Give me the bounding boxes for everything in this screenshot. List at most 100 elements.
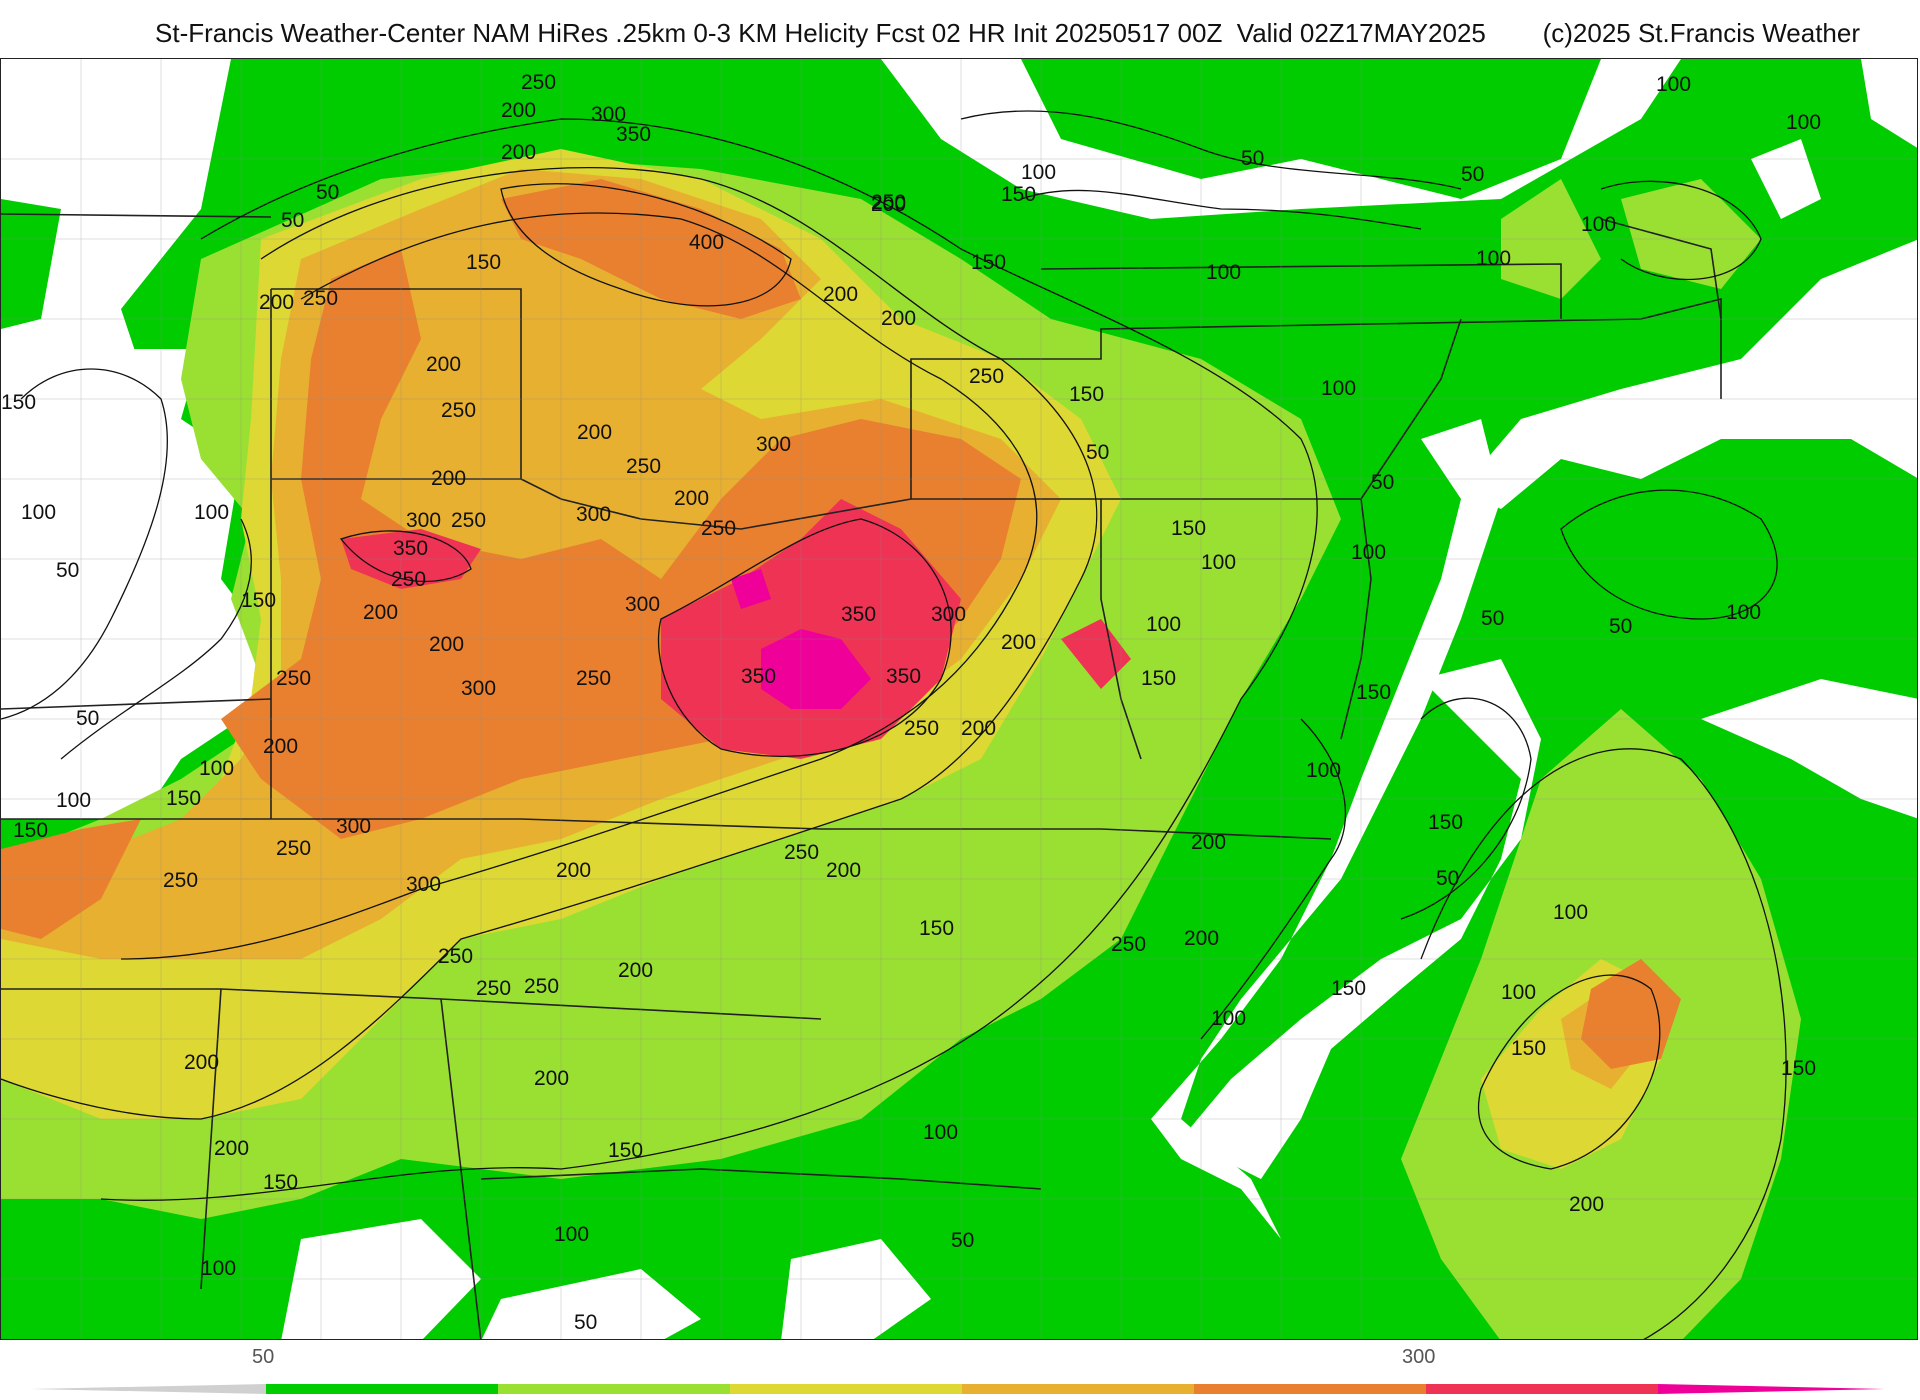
contour-label: 50 (56, 559, 79, 582)
contour-label: 250 (969, 365, 1004, 388)
contour-label: 200 (961, 717, 996, 740)
contour-label: 200 (823, 283, 858, 306)
county-lines (1, 59, 1917, 1339)
contour-label: 100 (201, 1257, 236, 1280)
contour-label: 250 (1111, 933, 1146, 956)
contour-label: 50 (574, 1311, 597, 1334)
contour-label: 150 (1001, 183, 1036, 206)
contour-label: 150 (1511, 1037, 1546, 1060)
contour-label: 250 (576, 667, 611, 690)
contour-label: 100 (56, 789, 91, 812)
contour-label: 150 (1781, 1057, 1816, 1080)
contour-label: 100 (1726, 601, 1761, 624)
contour-label: 100 (1146, 613, 1181, 636)
contour-label: 50 (1086, 441, 1109, 464)
contour-label: 200 (577, 421, 612, 444)
contour-label: 350 (886, 665, 921, 688)
contour-label: 250 (904, 717, 939, 740)
contour-label: 100 (1321, 377, 1356, 400)
contour-label: 250 (476, 977, 511, 1000)
contour-label: 200 (214, 1137, 249, 1160)
contour-label: 300 (406, 873, 441, 896)
contour-label: 250 (521, 71, 556, 94)
contour-label: 300 (625, 593, 660, 616)
state-boundaries (1, 213, 1722, 1339)
contour-label: 50 (1371, 471, 1394, 494)
contour-label: 350 (841, 603, 876, 626)
contour-label: 350 (393, 537, 428, 560)
contour-label: 150 (1171, 517, 1206, 540)
contour-label: 200 (826, 859, 861, 882)
contour-label: 50 (1609, 615, 1632, 638)
contour-label: 200 (501, 141, 536, 164)
contour-label: 200 (674, 487, 709, 510)
contour-label: 100 (1656, 73, 1691, 96)
legend-tick-label: 50 (252, 1346, 275, 1368)
helicity-band-400 (731, 569, 871, 709)
contour-label: 150 (1356, 681, 1391, 704)
contour-label: 250 (276, 667, 311, 690)
contour-label: 150 (1, 391, 36, 414)
contour-label: 150 (241, 589, 276, 612)
contour-label: 100 (1581, 213, 1616, 236)
contour-label: 250 (451, 509, 486, 532)
contour-labels: 250 200 300 350 200 50 50 400 200 250 10… (1, 71, 1821, 1334)
contour-label: 200 (618, 959, 653, 982)
contour-label: 200 (1191, 831, 1226, 854)
contour-label: 200 (1569, 1193, 1604, 1216)
contour-label: 200 (184, 1051, 219, 1074)
contour-label: 200 (263, 735, 298, 758)
contour-label: 300 (591, 103, 626, 126)
contour-label: 250 (441, 399, 476, 422)
contour-label: 200 (431, 467, 466, 490)
helicity-map[interactable]: 250 200 300 350 200 50 50 400 200 250 10… (0, 58, 1918, 1340)
contour-label: 50 (951, 1229, 974, 1252)
contour-label: 50 (1241, 147, 1264, 170)
contour-label: 100 (199, 757, 234, 780)
contour-label: 250 (784, 841, 819, 864)
contour-label: 350 (616, 123, 651, 146)
contour-label: 100 (1476, 247, 1511, 270)
colorbar-left-arrow (30, 1384, 266, 1394)
contour-label: 200 (556, 859, 591, 882)
contour-label: 100 (194, 501, 229, 524)
contour-label: 250 (303, 287, 338, 310)
contour-label: 250 (701, 517, 736, 540)
legend-tick-label: 300 (1402, 1346, 1436, 1368)
contour-label: 150 (13, 819, 48, 842)
contour-label: 100 (1351, 541, 1386, 564)
contour-label: 50 (76, 707, 99, 730)
contour-label: 150 (1141, 667, 1176, 690)
contour-label: 400 (689, 231, 724, 254)
contour-label: 250 (391, 568, 426, 591)
contour-label: 50 (281, 209, 304, 232)
map-svg: 250 200 300 350 200 50 50 400 200 250 10… (1, 59, 1917, 1339)
contour-label: 200 (501, 99, 536, 122)
contour-label: 100 (21, 501, 56, 524)
colorbar-segment (1194, 1384, 1426, 1394)
colorbar-right-arrow (1658, 1384, 1885, 1394)
contour-label: 150 (1331, 977, 1366, 1000)
contour-label: 300 (576, 503, 611, 526)
contour-label: 150 (1428, 811, 1463, 834)
contour-label: 300 (756, 433, 791, 456)
header: St-Francis Weather-Center NAM HiRes .25k… (0, 0, 1920, 58)
colorbar-segment (1426, 1384, 1658, 1394)
contour-label: 200 (363, 601, 398, 624)
contour-label: 200 (1001, 631, 1036, 654)
contour-label: 250 (163, 869, 198, 892)
contour-label: 100 (1211, 1007, 1246, 1030)
contour-label: 100 (554, 1223, 589, 1246)
contour-label: 150 (466, 251, 501, 274)
contour-label: 150 (608, 1139, 643, 1162)
contour-label: 100 (1306, 759, 1341, 782)
contour-label: 100 (1201, 551, 1236, 574)
contour-label: 250 (871, 191, 906, 214)
contour-label: 200 (871, 193, 906, 216)
map-title: St-Francis Weather-Center NAM HiRes .25k… (155, 18, 1486, 48)
contour-label: 200 (429, 633, 464, 656)
contour-label: 250 (524, 975, 559, 998)
contour-label: 250 (276, 837, 311, 860)
contour-label: 350 (741, 665, 776, 688)
contour-label: 150 (166, 787, 201, 810)
